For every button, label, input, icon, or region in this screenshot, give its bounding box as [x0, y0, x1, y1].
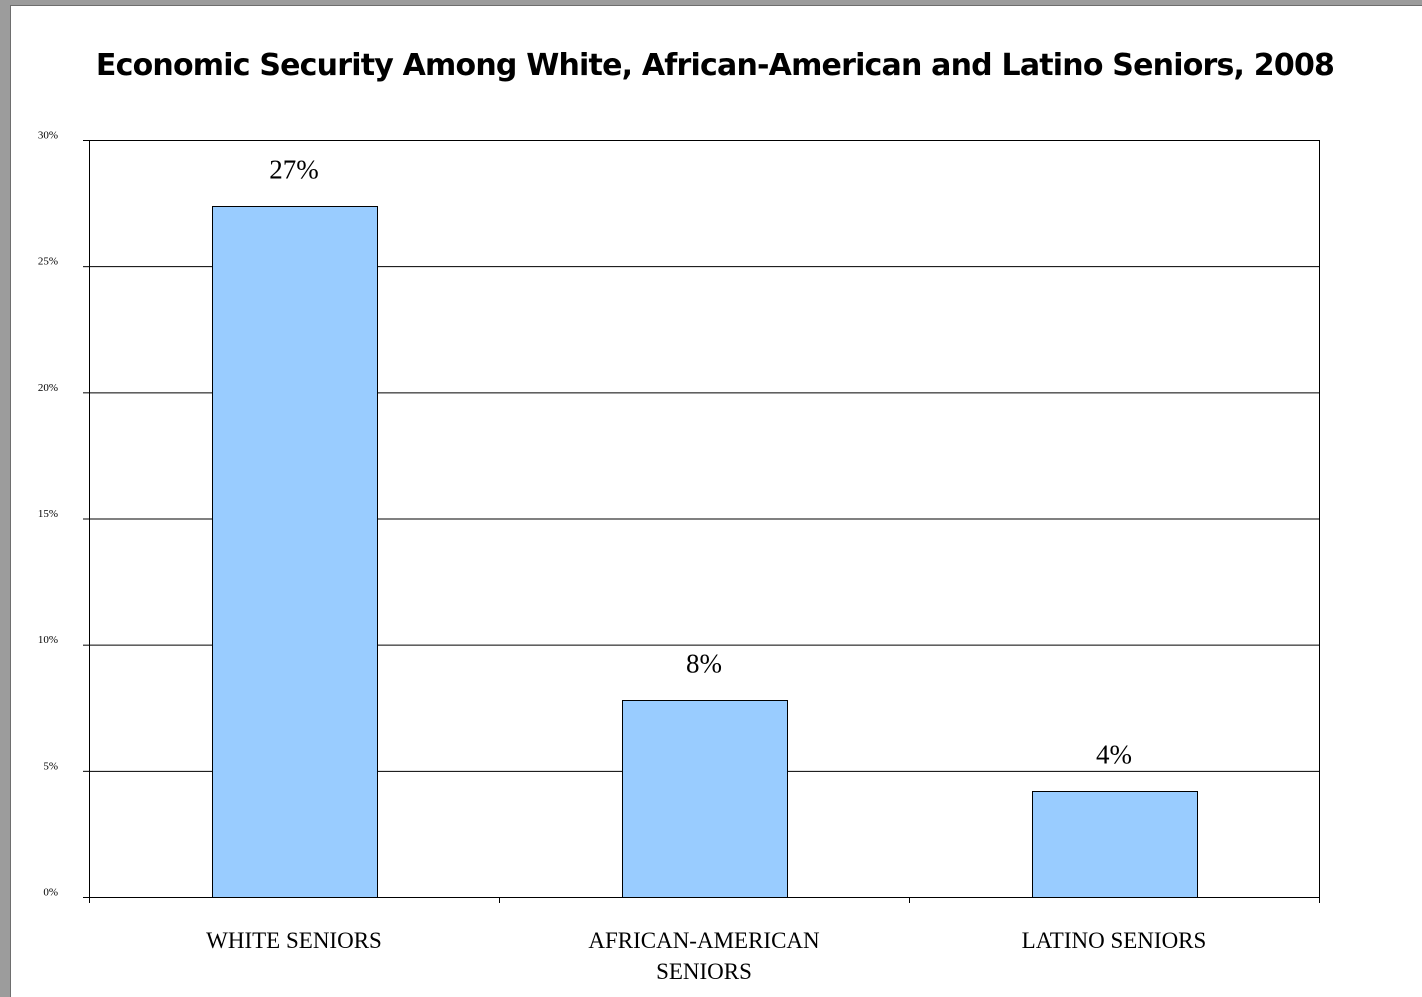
bar: [622, 700, 788, 898]
y-tick-label: 0%: [43, 887, 58, 899]
y-tick-label: 20%: [38, 382, 58, 394]
chart-title: Economic Security Among White, African-A…: [95, 48, 1335, 83]
y-tick-label: 15%: [38, 508, 58, 520]
y-tick-label: 25%: [38, 256, 58, 268]
data-label: 4%: [1096, 740, 1132, 770]
data-label: 27%: [269, 155, 319, 185]
y-tick-label: 5%: [43, 760, 58, 772]
x-tick-label: WHITE SENIORS: [206, 928, 382, 953]
y-tick-label: 30%: [38, 130, 58, 142]
data-label: 8%: [686, 649, 722, 679]
x-tick-label: SENIORS: [656, 959, 752, 984]
x-tick-label: LATINO SENIORS: [1022, 928, 1207, 953]
bar: [1032, 791, 1198, 898]
bar: [212, 206, 378, 898]
x-tick-label: AFRICAN-AMERICAN: [588, 928, 820, 953]
y-tick-label: 10%: [38, 634, 58, 646]
